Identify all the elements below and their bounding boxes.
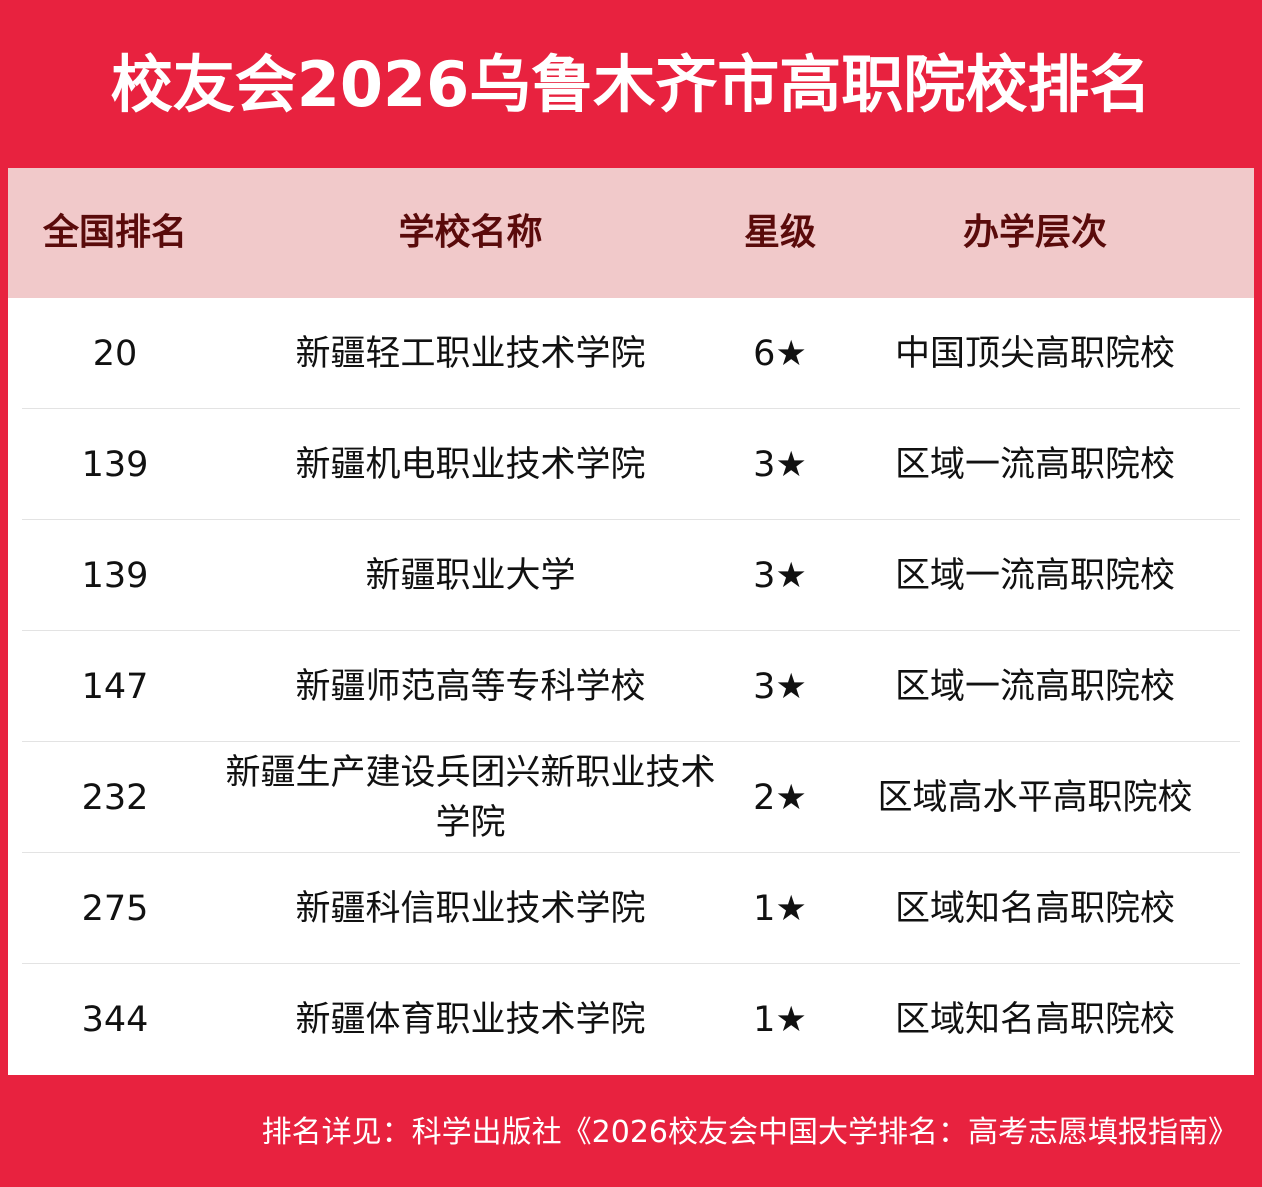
row-divider xyxy=(22,963,1240,964)
row-divider xyxy=(22,852,1240,853)
table-cell: 275 xyxy=(81,888,149,929)
table-cell: 区域知名高职院校 xyxy=(894,888,1175,929)
table-cell: 3★ xyxy=(753,666,807,707)
table-cell: 1★ xyxy=(753,888,807,929)
table-cell: 344 xyxy=(81,999,149,1040)
column-header: 全国排名 xyxy=(42,212,187,253)
table-row: 139 新疆机电职业技术学院 3★ 区域一流高职院校 xyxy=(8,409,1254,520)
table-cell: 6★ xyxy=(753,333,807,374)
table-row: 232 新疆生产建设兵团兴新职业技术学院 2★ 区域高水平高职院校 xyxy=(8,742,1254,853)
table-row: 20 新疆轻工职业技术学院 6★ 中国顶尖高职院校 xyxy=(8,298,1254,409)
table-cell: 1★ xyxy=(753,999,807,1040)
table-row: 147 新疆师范高等专科学校 3★ 区域一流高职院校 xyxy=(8,631,1254,742)
table-cell: 区域一流高职院校 xyxy=(894,444,1175,485)
ranking-table: 全国排名 学校名称 星级 办学层次 20 新疆轻工职业技术学院 6★ 中国顶尖高职院校 139… xyxy=(8,168,1254,1075)
table-cell: 新疆机电职业技术学院 xyxy=(295,444,646,485)
table-cell: 新疆体育职业技术学院 xyxy=(295,999,646,1040)
table-cell: 147 xyxy=(81,666,149,707)
table-cell: 新疆轻工职业技术学院 xyxy=(295,333,646,374)
title: 校友会2026乌鲁木齐市高职院校排名 xyxy=(110,48,1152,121)
table-cell: 2★ xyxy=(753,777,807,818)
row-divider xyxy=(22,519,1240,520)
row-divider xyxy=(22,408,1240,409)
table-cell: 区域知名高职院校 xyxy=(894,999,1175,1040)
table-cell: 区域一流高职院校 xyxy=(894,555,1175,596)
row-divider xyxy=(22,630,1240,631)
table-cell: 中国顶尖高职院校 xyxy=(894,333,1175,374)
table-row: 344 新疆体育职业技术学院 1★ 区域知名高职院校 xyxy=(8,964,1254,1075)
table-cell: 新疆科信职业技术学院 xyxy=(295,888,646,929)
table-cell: 新疆职业大学 xyxy=(365,555,576,596)
table-cell: 139 xyxy=(81,555,149,596)
table-cell: 3★ xyxy=(753,555,807,596)
table-header: 全国排名 学校名称 星级 办学层次 xyxy=(8,168,1254,298)
column-header: 办学层次 xyxy=(962,212,1107,253)
table-cell: 139 xyxy=(81,444,149,485)
table-cell: 区域一流高职院校 xyxy=(894,666,1175,707)
row-divider xyxy=(22,741,1240,742)
table-cell: 区域高水平高职院校 xyxy=(877,777,1193,818)
table-cell: 232 xyxy=(81,777,149,818)
column-header: 学校名称 xyxy=(398,212,543,253)
footer-note: 排名详见：科学出版社《2026校友会中国大学排名：高考志愿填报指南》 xyxy=(261,1115,1238,1150)
table-cell: 新疆师范高等专科学校 xyxy=(295,666,646,707)
table-cell: 新疆生产建设兵团兴新职业技术学院 xyxy=(225,752,716,843)
table-row: 275 新疆科信职业技术学院 1★ 区域知名高职院校 xyxy=(8,853,1254,964)
table-cell: 3★ xyxy=(753,444,807,485)
table-row: 139 新疆职业大学 3★ 区域一流高职院校 xyxy=(8,520,1254,631)
column-header: 星级 xyxy=(743,212,816,253)
table-cell: 20 xyxy=(92,333,138,374)
